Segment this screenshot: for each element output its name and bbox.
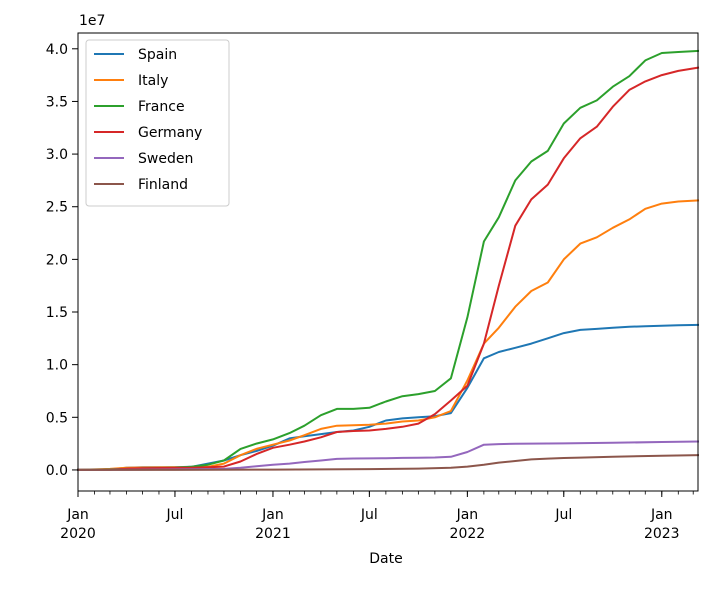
x-axis: Jan 2020 Jul Jan 2021 Jul Jan 2022 Jul Jan 2023 bbox=[60, 491, 694, 542]
legend-label: Germany bbox=[138, 125, 202, 141]
series-line-finland bbox=[77, 454, 700, 471]
y-tick-label: 0.5 bbox=[46, 410, 68, 426]
y-offset-label: 1e7 bbox=[79, 13, 105, 29]
x-tick-year-label: 2020 bbox=[60, 526, 96, 542]
legend-label: Spain bbox=[138, 47, 177, 63]
x-tick-label: Jul bbox=[360, 507, 378, 523]
series-line-spain bbox=[76, 323, 700, 471]
legend-label: Sweden bbox=[138, 151, 193, 167]
legend-label: France bbox=[138, 99, 185, 115]
series-layer bbox=[76, 49, 700, 471]
x-tick-label: Jan bbox=[261, 507, 284, 523]
y-tick-label: 2.5 bbox=[46, 200, 68, 216]
plot-frame bbox=[77, 32, 699, 492]
x-tick-label: Jan bbox=[456, 507, 479, 523]
y-tick-label: 1.0 bbox=[46, 358, 68, 374]
legend-label: Italy bbox=[138, 73, 168, 89]
x-tick-label: Jul bbox=[554, 507, 572, 523]
y-tick-label: 1.5 bbox=[46, 305, 68, 321]
x-tick-label: Jan bbox=[650, 507, 673, 523]
series-line-france bbox=[76, 49, 700, 471]
y-tick-label: 0.0 bbox=[46, 463, 68, 479]
legend-label: Finland bbox=[138, 177, 188, 193]
y-tick-label: 3.5 bbox=[46, 94, 68, 110]
y-tick-label: 3.0 bbox=[46, 147, 68, 163]
x-tick-label: Jul bbox=[165, 507, 183, 523]
legend-box bbox=[85, 39, 230, 207]
x-axis-label: Date bbox=[369, 551, 402, 567]
x-tick-year-label: 2022 bbox=[450, 526, 486, 542]
x-tick-year-label: 2021 bbox=[255, 526, 291, 542]
x-tick-year-label: 2023 bbox=[644, 526, 680, 542]
x-tick-label: Jan bbox=[66, 507, 89, 523]
y-tick-label: 4.0 bbox=[46, 42, 68, 58]
y-axis: 0.0 0.5 1.0 1.5 2.0 2.5 3.0 3.5 4.0 bbox=[46, 42, 78, 479]
y-tick-label: 2.0 bbox=[46, 252, 68, 268]
series-line-germany bbox=[76, 66, 700, 471]
legend: Spain Italy France Germany Sweden Finland bbox=[85, 39, 230, 207]
series-line-sweden bbox=[76, 440, 700, 471]
